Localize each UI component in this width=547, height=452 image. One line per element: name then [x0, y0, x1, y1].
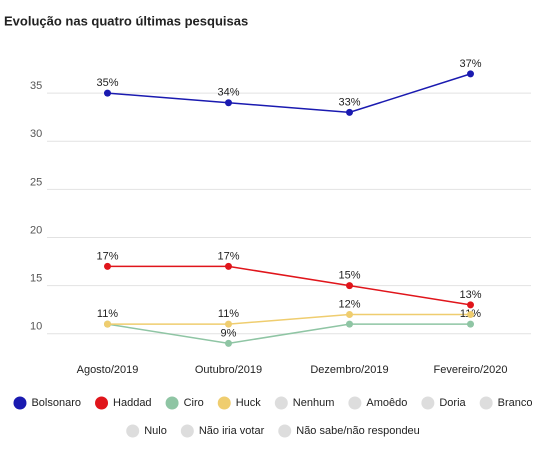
legend-marker[interactable] — [217, 396, 231, 410]
data-label: 13% — [459, 289, 481, 301]
series-line — [107, 313, 471, 325]
data-point — [225, 339, 232, 347]
data-point — [104, 89, 111, 97]
x-tick-label: Agosto/2019 — [77, 364, 139, 376]
data-point — [225, 262, 232, 270]
legend-label[interactable]: Não iria votar — [199, 425, 265, 437]
legend-marker[interactable] — [13, 396, 27, 410]
legend-marker[interactable] — [274, 396, 288, 410]
legend-label[interactable]: Não sabe/não respondeu — [296, 425, 420, 437]
series-line — [107, 73, 471, 114]
data-label: 37% — [459, 58, 481, 70]
data-label: 34% — [217, 87, 239, 99]
legend-marker[interactable] — [479, 396, 493, 410]
x-tick-label: Dezembro/2019 — [310, 364, 388, 376]
legend-label[interactable]: Huck — [236, 397, 262, 409]
data-point — [346, 320, 353, 328]
x-tick-label: Fevereiro/2020 — [434, 364, 508, 376]
data-point — [467, 301, 474, 309]
data-label: 15% — [338, 270, 360, 282]
data-point — [104, 320, 111, 328]
y-tick-label: 15 — [30, 273, 42, 285]
legend-marker[interactable] — [278, 424, 292, 438]
legend-marker[interactable] — [180, 424, 194, 438]
data-label: 11% — [218, 308, 239, 320]
data-point — [467, 320, 474, 328]
data-label: 11% — [97, 308, 118, 320]
legend-marker[interactable] — [165, 396, 179, 410]
data-point — [346, 108, 353, 116]
data-point — [225, 320, 232, 328]
series-line — [107, 323, 471, 345]
legend-label[interactable]: Haddad — [113, 397, 152, 409]
y-tick-label: 30 — [30, 128, 42, 140]
data-point — [467, 311, 474, 318]
series-line — [107, 265, 471, 306]
y-tick-label: 20 — [30, 224, 42, 236]
legend-marker[interactable] — [348, 396, 362, 410]
data-label: 17% — [217, 250, 239, 262]
legend-label[interactable]: Doria — [439, 397, 466, 409]
data-point — [346, 282, 353, 290]
data-label: 35% — [96, 77, 118, 89]
data-point — [225, 99, 232, 107]
data-label: 33% — [338, 96, 360, 108]
legend-label[interactable]: Nenhum — [293, 397, 335, 409]
legend-marker[interactable] — [126, 424, 140, 438]
legend-label[interactable]: Bolsonaro — [31, 397, 81, 409]
chart-title: Evolução nas quatro últimas pesquisas — [4, 13, 248, 28]
data-point — [467, 70, 474, 78]
y-tick-label: 25 — [30, 176, 42, 188]
y-tick-label: 35 — [30, 80, 42, 92]
legend-label[interactable]: Amoêdo — [366, 397, 407, 409]
legend-label[interactable]: Branco — [498, 397, 533, 409]
legend-label[interactable]: Nulo — [144, 425, 167, 437]
legend-marker[interactable] — [95, 396, 109, 410]
legend-marker[interactable] — [421, 396, 435, 410]
y-tick-label: 10 — [30, 321, 42, 333]
x-tick-label: Outubro/2019 — [195, 364, 262, 376]
data-label: 17% — [96, 250, 118, 262]
data-label: 9% — [221, 327, 237, 339]
data-point — [346, 311, 353, 318]
legend-label[interactable]: Ciro — [184, 397, 204, 409]
data-point — [104, 262, 111, 270]
data-label: 12% — [338, 298, 360, 310]
